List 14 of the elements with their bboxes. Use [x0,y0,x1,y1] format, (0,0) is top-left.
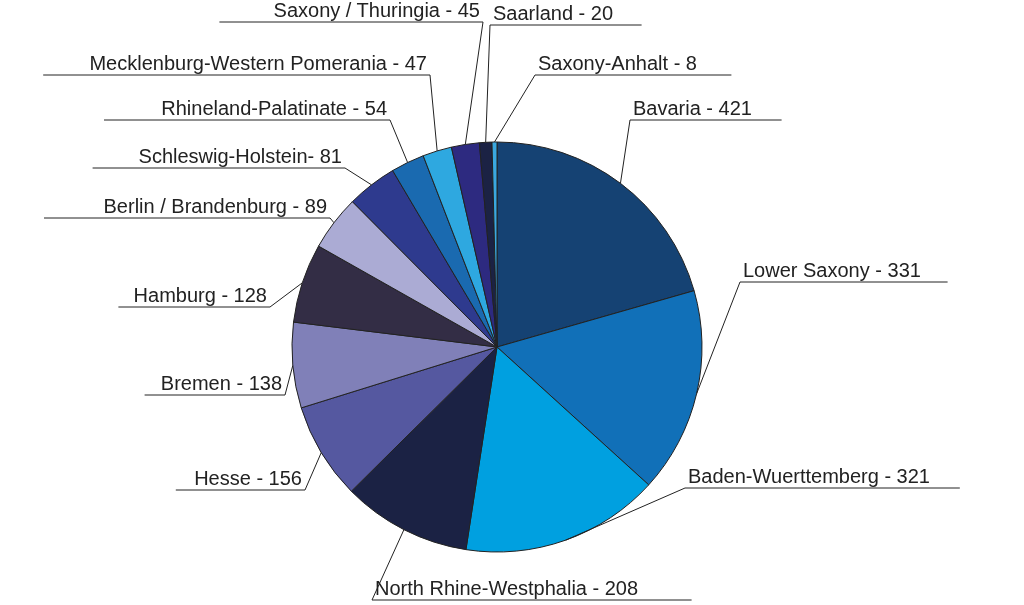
slice-label: Lower Saxony - 331 [743,259,921,281]
slice-label: Bremen - 138 [160,372,282,394]
slice-label: North Rhine-Westphalia - 208 [375,577,639,599]
slice-label: Schleswig-Holstein- 81 [138,145,342,167]
slice-label: Rhineland-Palatinate - 54 [161,97,387,119]
slice-label: Bavaria - 421 [633,97,752,119]
slice-label: Mecklenburg-Western Pomerania - 47 [89,52,427,74]
slice-label: Saxony / Thuringia - 45 [273,0,480,21]
slice-label: Baden-Wuerttemberg - 321 [688,465,930,487]
slice-label: Hamburg - 128 [133,284,267,306]
slice-label: Saarland - 20 [493,2,614,24]
slice-label: Berlin / Brandenburg - 89 [103,195,327,217]
slice-label: Hesse - 156 [194,467,302,489]
slice-label: Saxony-Anhalt - 8 [538,52,697,74]
